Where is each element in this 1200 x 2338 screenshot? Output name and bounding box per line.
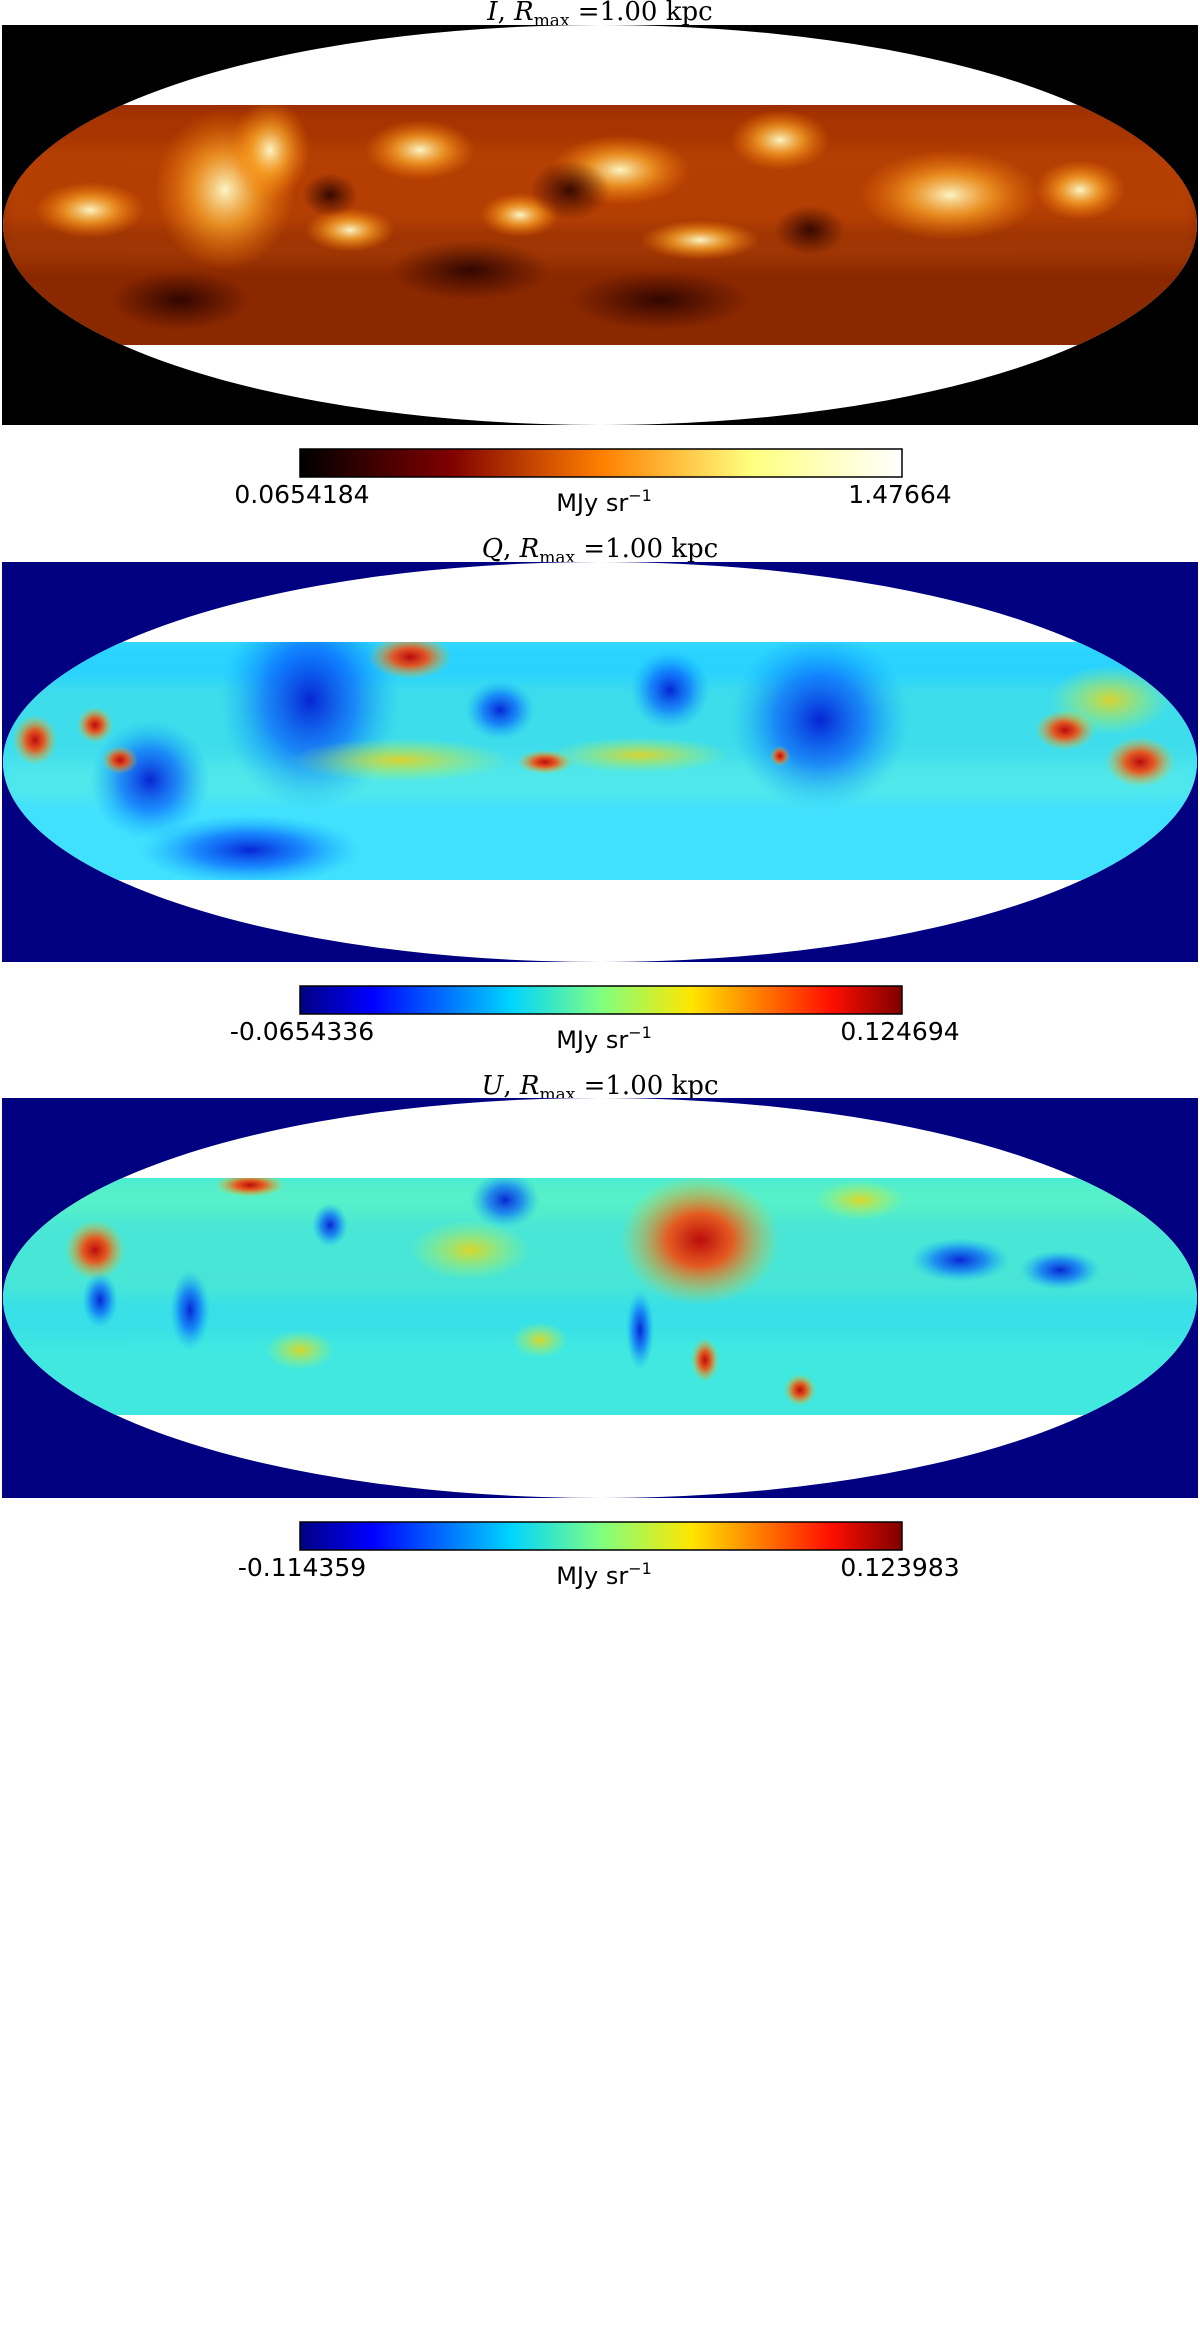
colorbar-min-label: -0.114359	[238, 1553, 366, 1582]
map-feature	[815, 1180, 905, 1220]
colorbar-min-label: -0.0654336	[230, 1017, 374, 1046]
map-feature	[550, 737, 730, 773]
colorbar-unit-label: MJy sr−1	[556, 486, 652, 517]
map-feature	[620, 1175, 780, 1305]
colorbar-unit-label: MJy sr−1	[556, 1023, 652, 1054]
map-feature	[390, 240, 550, 300]
map-feature	[630, 650, 710, 730]
map-feature	[910, 1238, 1010, 1282]
map-feature	[770, 746, 790, 766]
map-feature	[302, 173, 358, 217]
colorbar	[300, 1522, 902, 1550]
map-feature	[170, 1270, 210, 1350]
map-feature	[90, 720, 210, 840]
colorbar	[300, 986, 902, 1014]
colorbar-max-label: 1.47664	[848, 480, 951, 509]
map-feature	[410, 1220, 530, 1280]
map-feature	[1035, 160, 1125, 220]
map-feature	[691, 1338, 719, 1382]
map-feature	[365, 120, 475, 180]
colorbar-min-label: 0.0654184	[234, 480, 369, 509]
map-feature	[626, 1290, 654, 1370]
colorbar	[300, 449, 902, 477]
map-feature	[265, 1330, 335, 1370]
map-feature	[512, 1322, 568, 1358]
map-feature	[1105, 737, 1175, 787]
map-feature	[860, 150, 1040, 240]
map-feature	[35, 182, 145, 238]
colorbar-max-label: 0.123983	[840, 1553, 959, 1582]
map-feature	[102, 746, 138, 774]
intensity-map	[0, 100, 1200, 345]
map-feature	[110, 270, 250, 330]
map-feature	[77, 707, 113, 743]
map-feature	[730, 110, 830, 170]
map-feature	[530, 160, 610, 220]
map-feature	[470, 1172, 540, 1228]
intensity-map	[0, 1172, 1200, 1415]
map-feature	[784, 1374, 816, 1406]
map-feature	[290, 738, 510, 782]
map-feature	[82, 1272, 118, 1328]
map-feature	[570, 270, 750, 330]
map-feature	[640, 220, 760, 260]
map-feature	[465, 680, 535, 740]
map-feature	[65, 1220, 125, 1280]
colorbar-max-label: 0.124694	[840, 1017, 959, 1046]
map-feature	[730, 630, 910, 810]
map-feature	[230, 100, 310, 200]
colorbar-unit-label: MJy sr−1	[556, 1559, 652, 1590]
map-feature	[775, 205, 845, 255]
map-feature	[312, 1203, 348, 1247]
map-feature	[13, 715, 57, 765]
map-feature	[1020, 1250, 1100, 1290]
